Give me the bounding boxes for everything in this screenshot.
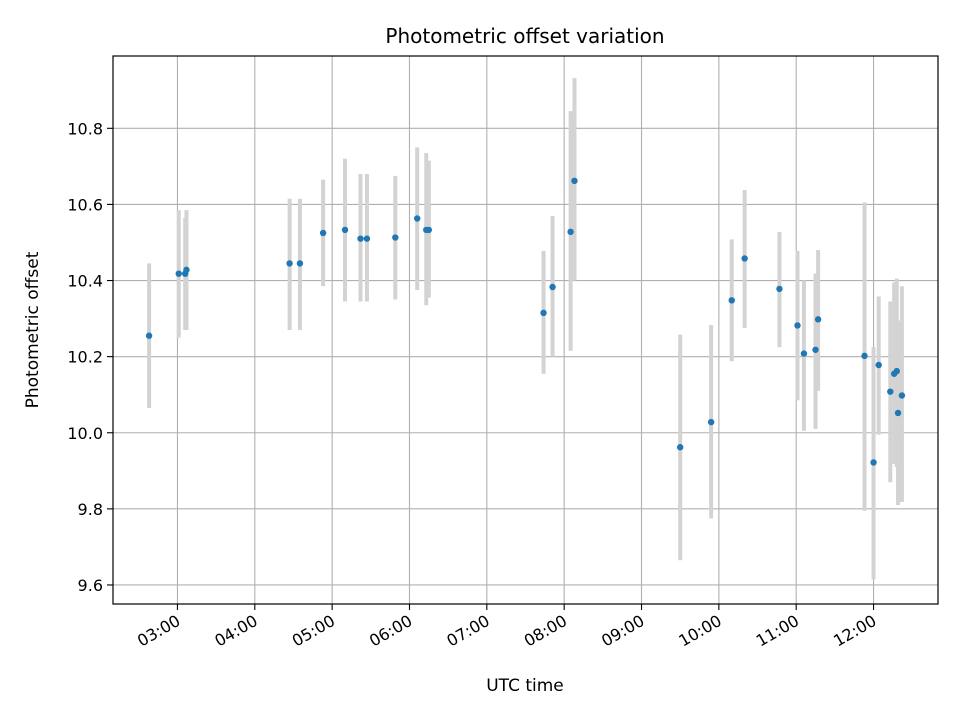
data-point xyxy=(707,418,715,426)
data-point xyxy=(794,322,801,329)
data-point xyxy=(357,235,364,242)
data-point xyxy=(363,235,371,242)
data-point xyxy=(296,260,304,267)
data-point xyxy=(567,228,574,236)
grid xyxy=(113,56,938,604)
y-tick-label: 10.4 xyxy=(67,272,103,291)
y-tick-label: 10.8 xyxy=(67,119,103,138)
y-tick-label: 9.8 xyxy=(78,500,103,519)
data-point xyxy=(800,350,808,357)
data-point xyxy=(812,346,819,353)
data-point xyxy=(145,332,153,339)
data-points xyxy=(145,177,906,466)
y-tick-label: 9.6 xyxy=(78,576,103,595)
data-point xyxy=(341,226,349,234)
data-point xyxy=(861,352,868,360)
plot-frame xyxy=(112,55,939,605)
data-point xyxy=(898,392,906,399)
y-axis-label: Photometric offset xyxy=(23,251,43,408)
data-point xyxy=(392,234,399,241)
data-point xyxy=(870,459,877,466)
data-point xyxy=(741,255,748,262)
data-point xyxy=(728,297,735,304)
chart-title: Photometric offset variation xyxy=(385,24,664,48)
data-point xyxy=(676,444,684,451)
data-point xyxy=(549,283,556,291)
y-tick-label: 10.0 xyxy=(67,424,103,443)
y-tick-label: 10.2 xyxy=(67,348,103,367)
data-point xyxy=(875,361,882,369)
data-point xyxy=(286,260,293,267)
data-point xyxy=(175,270,182,277)
y-axis: 9.6 9.8 10.0 10.2 10.4 10.6 10.8 xyxy=(67,119,113,595)
data-point xyxy=(887,388,894,395)
x-axis-label: UTC time xyxy=(486,676,564,696)
data-point xyxy=(183,266,190,274)
data-point xyxy=(540,309,547,317)
data-point xyxy=(894,409,902,417)
data-point xyxy=(776,285,783,293)
data-point xyxy=(319,229,327,237)
data-point xyxy=(893,367,900,375)
data-point xyxy=(425,226,433,234)
data-point xyxy=(414,215,421,222)
y-tick-label: 10.6 xyxy=(67,195,103,214)
data-point xyxy=(571,177,578,185)
data-point xyxy=(814,316,822,323)
